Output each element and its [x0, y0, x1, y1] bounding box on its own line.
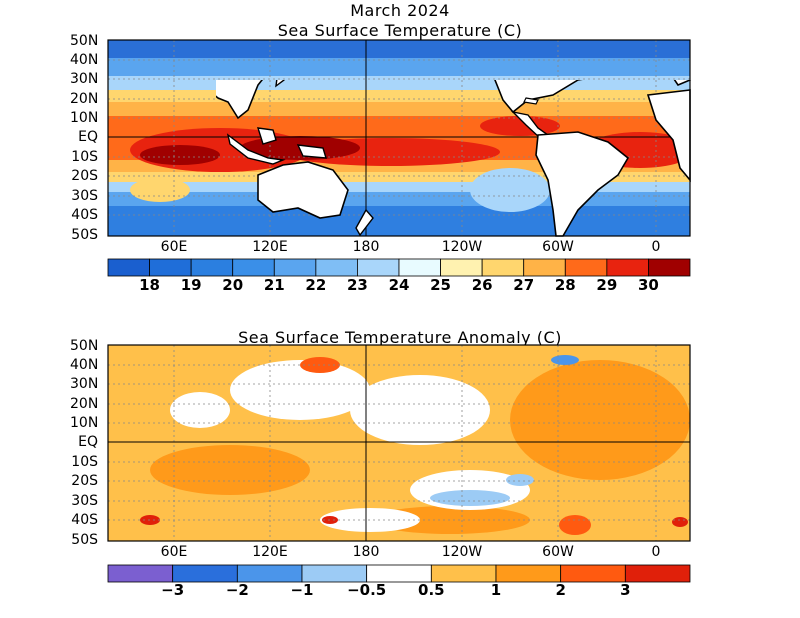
colorbar-tick-label: 22 [305, 276, 327, 294]
colorbar-tick-label: 24 [388, 276, 410, 294]
lat-label: 50N [70, 338, 99, 354]
anomaly-reference-lines [108, 345, 690, 541]
colorbar-swatch [107, 258, 150, 277]
lat-label: 20N [70, 396, 99, 412]
lon-label: 120W [441, 239, 483, 255]
lat-label: 20S [71, 168, 98, 184]
lat-label: 30S [71, 188, 98, 204]
lon-label: 60W [542, 544, 574, 560]
colorbar-tick-label: 28 [554, 276, 576, 294]
colorbar-swatch [495, 564, 562, 583]
colorbar-tick-label: 25 [430, 276, 451, 294]
colorbar-swatch [149, 258, 192, 277]
lon-label: 180 [352, 544, 380, 560]
lat-label: 30S [71, 493, 98, 509]
colorbar-swatch [315, 258, 358, 277]
sst-frame [107, 39, 691, 237]
lon-label: 60E [160, 544, 188, 560]
lat-label: 40S [71, 512, 98, 528]
colorbar-tick-label: 3 [620, 581, 631, 599]
lon-label: 0 [651, 544, 661, 560]
lat-label: EQ [78, 434, 98, 450]
anomaly-gridlines [108, 345, 690, 541]
lat-label: 50S [71, 227, 98, 243]
colorbar-tick-label: 18 [139, 276, 160, 294]
colorbar-swatch [172, 564, 238, 583]
lat-label: 10S [71, 149, 98, 165]
lat-label: 50N [70, 33, 99, 49]
lat-label: 30N [70, 71, 99, 87]
lat-label: 30N [70, 376, 99, 392]
lat-label: 40S [71, 207, 98, 223]
anomaly-map [107, 344, 691, 542]
sst-map [107, 39, 691, 237]
colorbar-tick-label: 19 [180, 276, 202, 294]
colorbar-tick-label: −2 [225, 581, 249, 599]
colorbar-tick-label: −1 [290, 581, 314, 599]
colorbar-swatch [481, 258, 525, 277]
colorbar-swatch [624, 564, 691, 583]
lat-label: 50S [71, 532, 98, 548]
colorbar-tick-label: 29 [596, 276, 618, 294]
lon-label: 120W [441, 544, 483, 560]
colorbar-swatch [190, 258, 234, 277]
colorbar-tick-label: −0.5 [347, 581, 387, 599]
lon-label: 180 [352, 239, 380, 255]
colorbar-swatch [440, 258, 483, 277]
colorbar-swatch [357, 258, 400, 277]
lon-label: 120E [252, 239, 288, 255]
lon-label: 120E [252, 544, 288, 560]
lat-label: 40N [70, 52, 99, 68]
anomaly-frame [107, 344, 691, 542]
colorbar-swatch [366, 564, 432, 583]
lat-label: 40N [70, 357, 99, 373]
lon-label: 60W [542, 239, 574, 255]
colorbar-tick-label: 27 [513, 276, 535, 294]
figure-title-sst: Sea Surface Temperature (C) [277, 21, 523, 40]
anomaly-panel-title: Sea Surface Temperature Anomaly (C) [238, 328, 562, 347]
colorbar-tick-label: 0.5 [418, 581, 445, 599]
colorbar-swatch [232, 258, 275, 277]
figure-title-month: March 2024 [350, 1, 450, 20]
colorbar-tick-label: 20 [222, 276, 244, 294]
colorbar-swatch [564, 258, 608, 277]
lat-label: EQ [78, 129, 98, 145]
colorbar-tick-label: 30 [637, 276, 659, 294]
colorbar-tick-label: 1 [490, 581, 502, 599]
colorbar-tick-label: 21 [263, 276, 285, 294]
lat-label: 20S [71, 473, 98, 489]
colorbar-tick-label: 26 [471, 276, 493, 294]
sst-colorbar [107, 258, 691, 277]
colorbar-swatch [560, 564, 626, 583]
lat-label: 10S [71, 454, 98, 470]
colorbar-swatch [236, 564, 303, 583]
colorbar-swatch [606, 258, 649, 277]
colorbar-swatch [107, 564, 174, 583]
colorbar-tick-label: 23 [346, 276, 368, 294]
lat-label: 10N [70, 110, 99, 126]
lon-label: 0 [651, 239, 661, 255]
colorbar-swatch [273, 258, 317, 277]
colorbar-tick-label: 2 [555, 581, 566, 599]
lat-label: 20N [70, 91, 99, 107]
lat-label: 10N [70, 415, 99, 431]
colorbar-swatch [301, 564, 368, 583]
anomaly-colorbar [107, 564, 691, 583]
colorbar-swatch [430, 564, 497, 583]
colorbar-tick-label: −3 [161, 581, 185, 599]
colorbar-swatch [523, 258, 566, 277]
colorbar-swatch [648, 258, 691, 277]
lon-label: 60E [160, 239, 188, 255]
colorbar-swatch [398, 258, 441, 277]
